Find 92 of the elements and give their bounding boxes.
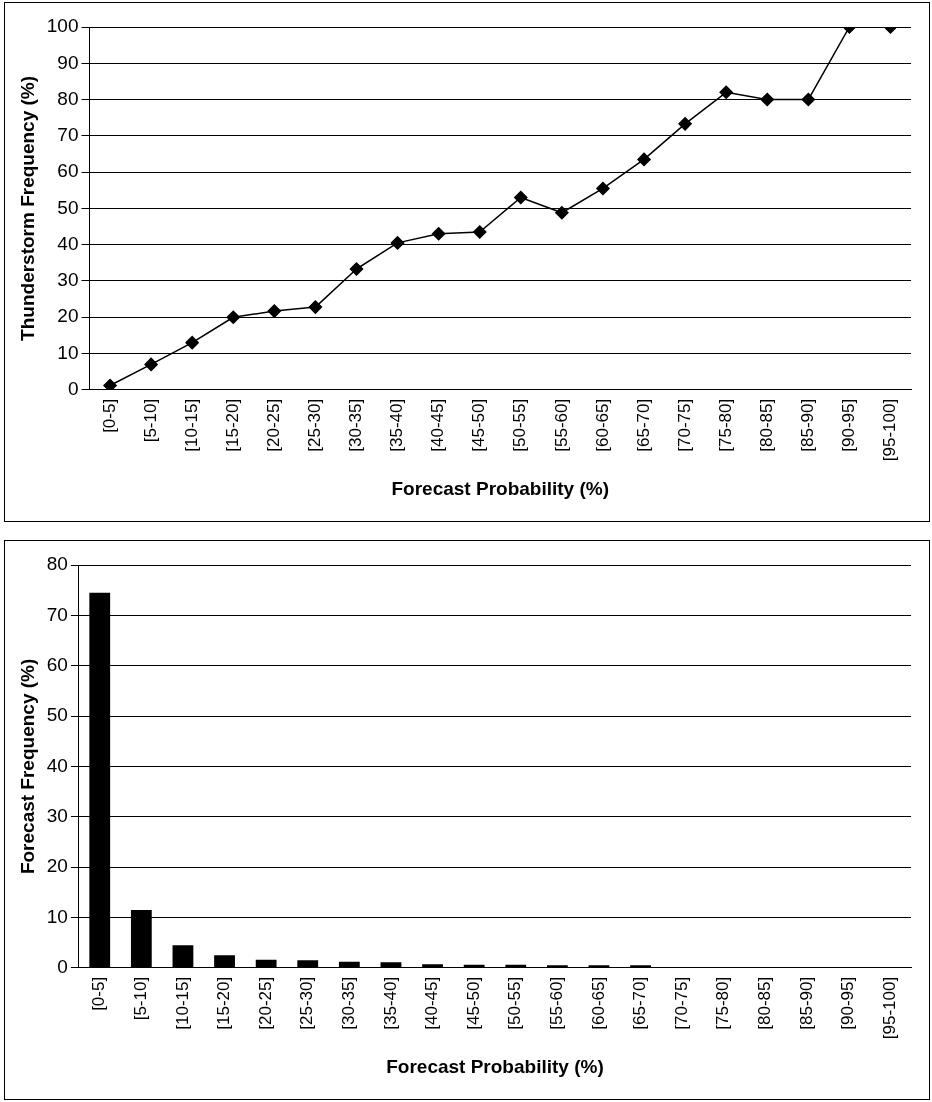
x-tick-label: [55-60] xyxy=(551,398,571,452)
x-tick-label: [80-85] xyxy=(756,398,776,452)
bar xyxy=(255,959,277,968)
x-tick-label: [0-5] xyxy=(89,976,109,1011)
point xyxy=(719,85,733,100)
point xyxy=(308,300,323,314)
x-tick-label: [65-70] xyxy=(633,398,653,452)
x-tick-label: [65-70] xyxy=(630,976,650,1030)
x-tick-label: [75-80] xyxy=(715,398,735,452)
bar xyxy=(172,945,194,968)
bar xyxy=(588,965,610,968)
x-axis-title: Forecast Probability (%) xyxy=(391,477,609,499)
point xyxy=(390,236,405,250)
x-tick-label: [30-35] xyxy=(346,398,366,452)
x-tick-label: [85-90] xyxy=(798,398,817,452)
bar xyxy=(630,965,651,968)
y-tick-label: 100 xyxy=(46,15,79,37)
x-axis-title: Forecast Probability (%) xyxy=(386,1055,604,1077)
point xyxy=(103,378,117,390)
bar xyxy=(380,962,402,968)
y-tick-label: 40 xyxy=(57,232,79,254)
x-tick-label: [10-15] xyxy=(172,976,192,1030)
y-tick-label: 80 xyxy=(46,553,68,575)
x-tick-label: [75-80] xyxy=(713,976,733,1030)
y-tick-label: 40 xyxy=(46,754,68,776)
x-tick-label: [40-45] xyxy=(428,398,448,452)
x-tick-label: [60-65] xyxy=(592,398,612,452)
y-tick-label: 30 xyxy=(57,269,79,291)
y-tick-label: 10 xyxy=(46,905,68,927)
y-tick-label: 70 xyxy=(46,603,68,625)
y-tick-label: 80 xyxy=(57,87,79,109)
point xyxy=(472,225,487,239)
y-tick-label: 30 xyxy=(46,805,68,826)
x-tick-label: [55-60] xyxy=(547,976,567,1030)
x-tick-label: [5-10] xyxy=(131,976,151,1021)
x-tick-label: [5-10] xyxy=(140,398,160,443)
y-tick-label: 20 xyxy=(57,305,79,327)
x-tick-label: [20-25] xyxy=(255,976,275,1030)
x-tick-label: [50-55] xyxy=(505,976,525,1030)
y-tick-label: 0 xyxy=(57,956,68,978)
y-tick-label: 90 xyxy=(57,51,79,73)
x-tick-label: [0-5] xyxy=(99,398,119,433)
point xyxy=(760,92,774,107)
x-tick-label: [70-75] xyxy=(674,398,694,452)
point xyxy=(144,357,158,372)
point xyxy=(267,304,282,318)
x-tick-label: [70-75] xyxy=(671,976,691,1030)
x-tick-label: [20-25] xyxy=(264,398,284,452)
x-tick-label: [45-50] xyxy=(469,398,489,452)
x-tick-label: [60-65] xyxy=(588,976,608,1030)
point xyxy=(596,181,610,196)
y-tick-label: 20 xyxy=(46,855,68,877)
point xyxy=(349,262,364,276)
bar xyxy=(338,961,360,968)
bar xyxy=(297,960,319,968)
y-tick-label: 0 xyxy=(67,378,79,400)
x-tick-label: [10-15] xyxy=(181,398,201,452)
y-axis-title: Thunderstorm Frequency (%) xyxy=(16,75,38,341)
bar xyxy=(546,965,568,968)
x-tick-label: [50-55] xyxy=(510,398,530,452)
point xyxy=(637,152,651,167)
x-tick-label: [45-50] xyxy=(463,976,483,1030)
x-tick-label: [85-90] xyxy=(796,976,816,1030)
x-tick-label: [80-85] xyxy=(755,976,775,1030)
point xyxy=(431,227,446,241)
x-tick-label: [95-100] xyxy=(880,398,900,462)
point xyxy=(226,310,241,325)
x-tick-label: [30-35] xyxy=(339,976,359,1030)
x-tick-label: [35-40] xyxy=(387,398,407,452)
x-tick-label: [35-40] xyxy=(380,976,400,1030)
x-tick-label: [40-45] xyxy=(422,976,442,1030)
point xyxy=(555,206,569,220)
x-tick-label: [90-95] xyxy=(839,398,859,452)
y-axis-title: Forecast Frequency (%) xyxy=(16,658,38,875)
x-tick-label: [95-100] xyxy=(879,976,899,1040)
x-tick-label: [25-30] xyxy=(297,976,317,1030)
point xyxy=(678,117,692,131)
point xyxy=(801,92,816,107)
bar xyxy=(422,964,443,968)
bar xyxy=(214,955,235,968)
x-tick-label: [90-95] xyxy=(838,976,858,1030)
y-tick-label: 60 xyxy=(57,160,79,182)
y-tick-label: 70 xyxy=(57,124,79,146)
y-tick-label: 50 xyxy=(46,704,68,726)
x-tick-label: [15-20] xyxy=(222,398,242,452)
x-tick-label: [15-20] xyxy=(214,976,234,1030)
y-tick-label: 10 xyxy=(57,341,79,363)
point xyxy=(185,335,199,350)
y-tick-label: 60 xyxy=(46,653,68,675)
x-tick-label: [25-30] xyxy=(305,398,325,452)
point xyxy=(514,190,528,205)
y-tick-label: 50 xyxy=(57,196,79,218)
